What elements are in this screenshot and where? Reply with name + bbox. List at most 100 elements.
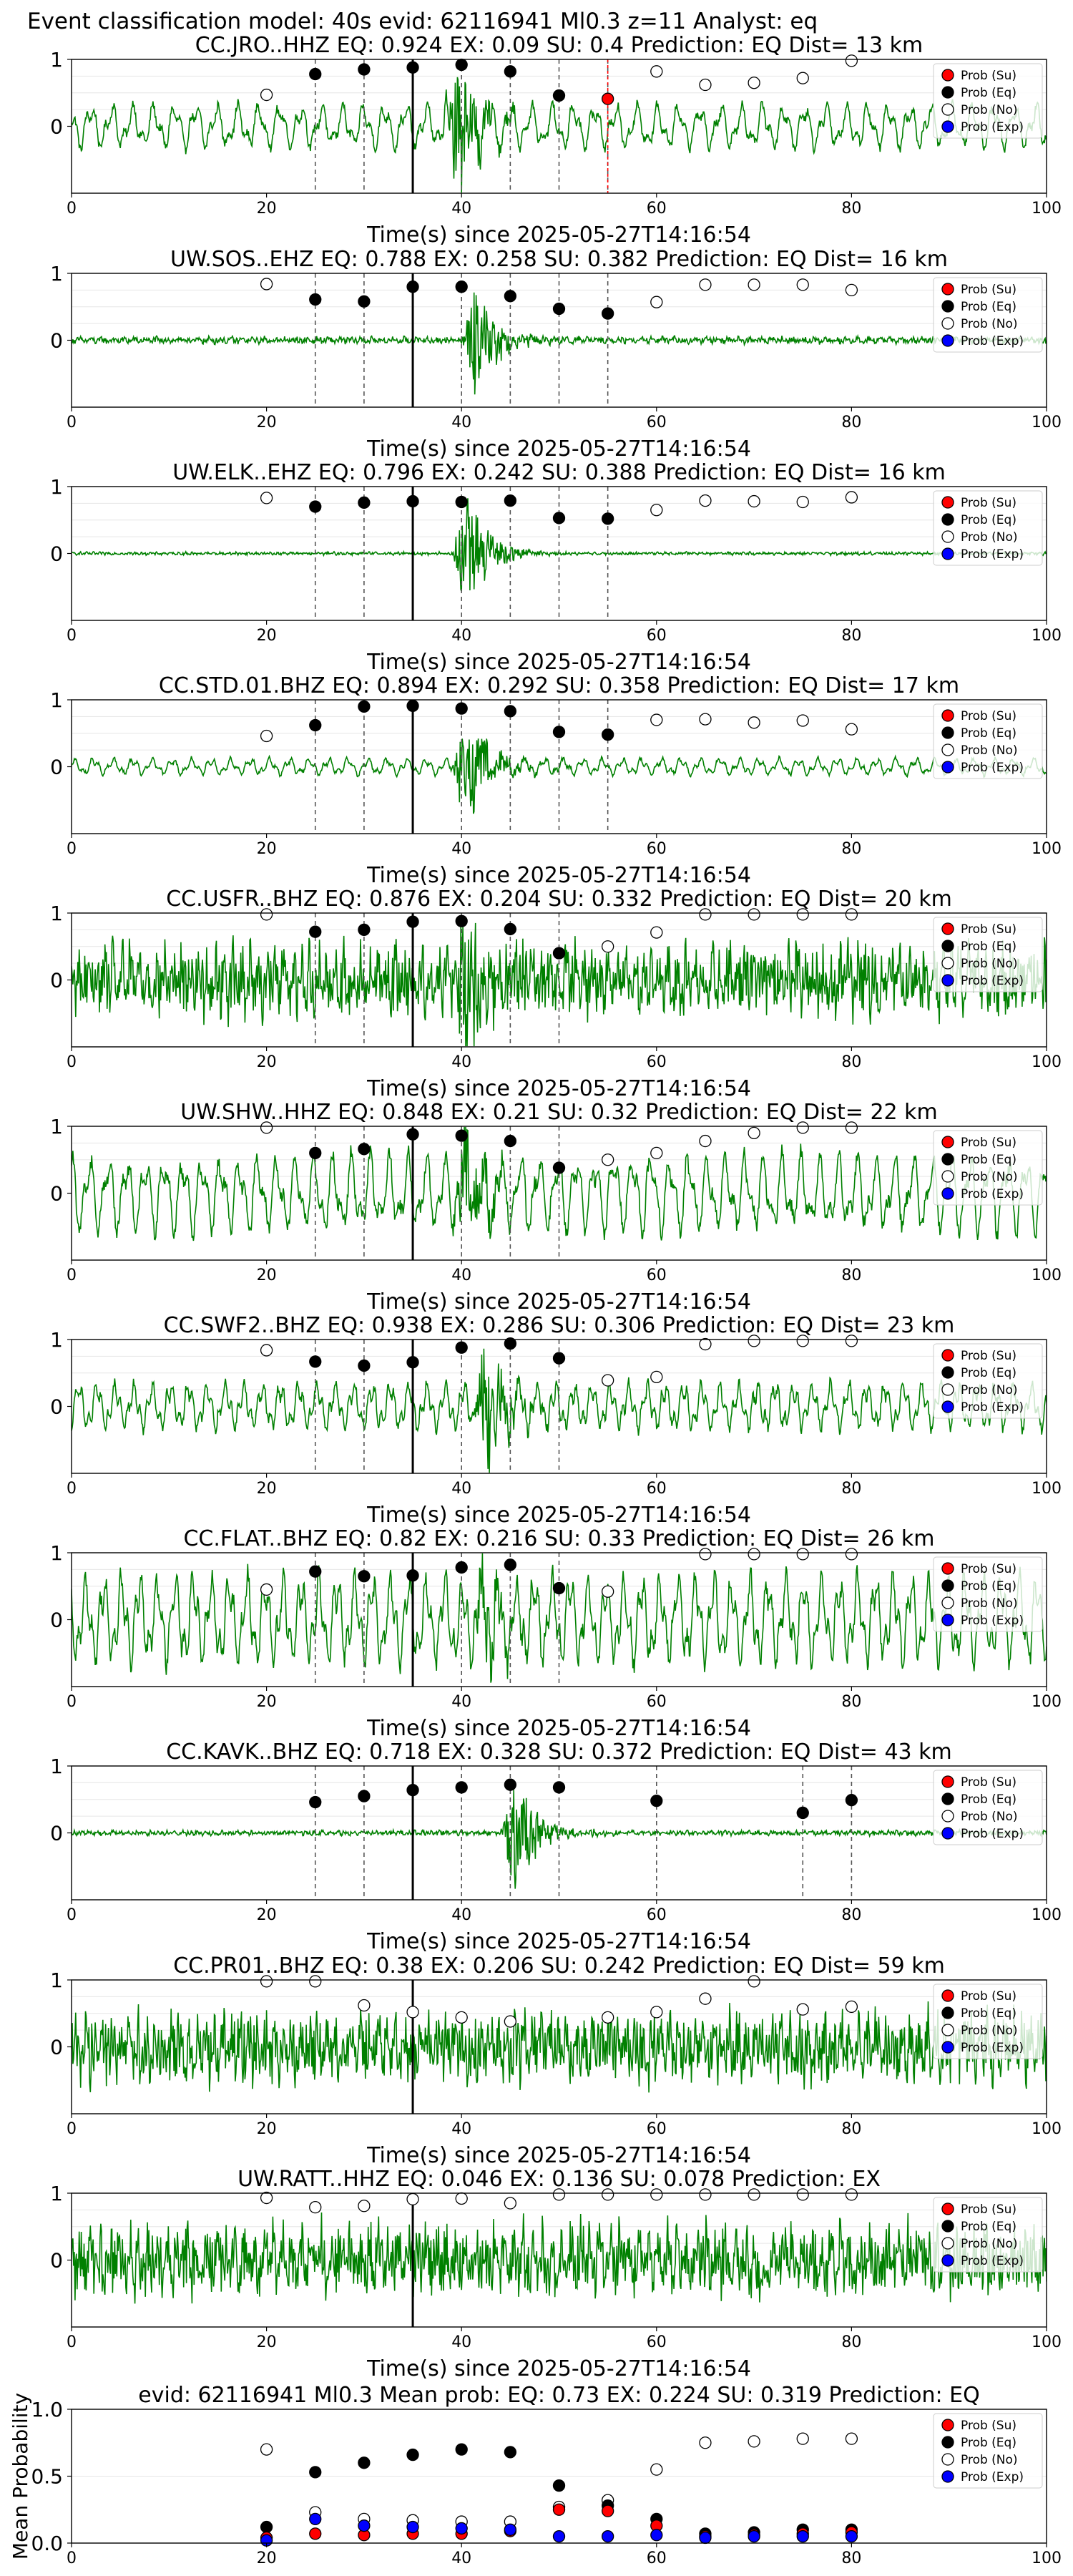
x-tick-label: 100: [1032, 840, 1062, 858]
x-tick-label: 0: [67, 1267, 77, 1284]
x-tick-label: 100: [1032, 1267, 1062, 1284]
point-prob-eq: [455, 1561, 468, 1574]
x-tick-label: 40: [451, 1906, 471, 1924]
point-prob-su: [602, 92, 614, 105]
legend: Prob (Su) Prob (Eq) Prob (No) Prob (Exp): [933, 1130, 1043, 1206]
legend-label: Prob (Su): [961, 2202, 1016, 2217]
y-tick-label: 0: [50, 542, 63, 566]
legend-label: Prob (No): [961, 2453, 1018, 2467]
point-prob-eq: [552, 1581, 566, 1595]
point-prob-no: [845, 283, 858, 297]
x-tick-label: 40: [451, 200, 471, 218]
x-tick-label: 20: [257, 627, 277, 645]
x-tick-label: 20: [257, 1480, 277, 1498]
x-tick-label: 100: [1032, 2550, 1062, 2567]
legend-marker-prob-no: [941, 743, 954, 756]
legend-box: [933, 277, 1043, 353]
point-prob-no: [260, 492, 273, 504]
point-prob-no: [406, 2006, 419, 2019]
y-tick-label: 0: [50, 969, 63, 992]
point-prob-exp: [650, 2529, 663, 2542]
x-axis-label: Time(s) since 2025-05-27T14:16:54: [366, 1929, 751, 1954]
point-prob-no: [796, 1121, 809, 1134]
panel-title: UW.SOS..EHZ EQ: 0.788 EX: 0.258 SU: 0.38…: [170, 247, 948, 272]
legend-label: Prob (Su): [961, 1989, 1016, 2004]
legend-marker-prob-exp: [941, 1827, 954, 1840]
legend-marker-prob-su: [941, 1349, 954, 1362]
point-prob-eq: [406, 1356, 419, 1369]
y-tick-label: 1: [50, 475, 63, 499]
x-tick-label: 100: [1032, 627, 1062, 645]
point-prob-eq: [358, 1359, 371, 1372]
point-prob-no: [699, 494, 712, 507]
point-prob-no: [796, 1548, 809, 1561]
legend-label: Prob (Exp): [961, 761, 1024, 775]
y-tick-label: 0: [50, 756, 63, 779]
point-prob-exp: [552, 2529, 566, 2543]
point-prob-no: [358, 1999, 371, 2012]
legend-box: [933, 63, 1043, 139]
point-prob-no: [260, 908, 273, 921]
legend-marker-prob-eq: [941, 300, 954, 313]
point-prob-no: [699, 2436, 712, 2449]
point-prob-eq: [358, 923, 371, 937]
point-prob-no: [260, 1583, 273, 1596]
panel-8: 0 20 40 60 80 100 0 1 CC.FLAT..BHZ EQ: 0.82 EX: …: [50, 1526, 1062, 1741]
point-prob-eq: [552, 1161, 566, 1174]
y-tick-label: 0.0: [31, 2532, 63, 2555]
legend-marker-prob-no: [941, 1170, 954, 1183]
point-prob-eq: [504, 1134, 516, 1148]
legend-label: Prob (No): [961, 743, 1018, 758]
x-tick-label: 40: [451, 2120, 471, 2138]
point-prob-no: [748, 1975, 760, 1988]
x-axis-label: Time(s) since 2025-05-27T14:16:54: [366, 1503, 751, 1528]
y-tick-label: 1: [50, 262, 63, 286]
legend-marker-prob-exp: [941, 547, 954, 560]
x-tick-label: 40: [451, 1267, 471, 1284]
panel-10: 0 20 40 60 80 100 0 1 CC.PR01..BHZ EQ: 0.38 EX: …: [50, 1953, 1062, 2168]
point-prob-eq: [504, 1558, 516, 1571]
point-prob-no: [845, 491, 858, 504]
y-tick-label: 1: [50, 688, 63, 712]
legend-label: Prob (Exp): [961, 2254, 1024, 2268]
x-tick-label: 60: [647, 2333, 667, 2351]
legend-box: [933, 1770, 1043, 1845]
point-prob-no: [699, 1992, 712, 2005]
legend-marker-prob-eq: [941, 513, 954, 526]
legend-label: Prob (No): [961, 957, 1018, 971]
point-prob-no: [260, 1121, 273, 1134]
point-prob-eq: [504, 1337, 516, 1350]
point-prob-eq: [504, 2446, 516, 2459]
legend-label: Prob (Exp): [961, 2041, 1024, 2055]
x-tick-label: 100: [1032, 414, 1062, 431]
legend-marker-prob-no: [941, 1810, 954, 1823]
x-tick-label: 0: [67, 1906, 77, 1924]
x-tick-label: 60: [647, 414, 667, 431]
point-prob-no: [504, 2015, 516, 2028]
point-prob-eq: [602, 307, 614, 320]
x-tick-label: 40: [451, 414, 471, 431]
x-tick-label: 100: [1032, 2120, 1062, 2138]
point-prob-eq: [358, 1143, 371, 1156]
point-prob-eq: [358, 2457, 371, 2469]
legend-marker-prob-su: [941, 1136, 954, 1148]
point-prob-eq: [552, 726, 566, 738]
point-prob-no: [699, 1134, 712, 1148]
y-tick-label: 0: [50, 2249, 63, 2273]
legend-marker-prob-su: [941, 922, 954, 935]
x-tick-label: 20: [257, 414, 277, 431]
legend: Prob (Su) Prob (Eq) Prob (No) Prob (Exp): [933, 1343, 1043, 1419]
point-prob-no: [650, 1370, 663, 1384]
point-prob-exp: [455, 2522, 468, 2535]
point-prob-no: [748, 1126, 760, 1139]
point-prob-no: [260, 88, 273, 102]
point-prob-eq: [552, 947, 566, 960]
point-prob-eq: [406, 61, 419, 74]
x-tick-label: 20: [257, 1906, 277, 1924]
waveform-trace: [72, 77, 1047, 193]
legend: Prob (Su) Prob (Eq) Prob (No) Prob (Exp): [933, 2197, 1043, 2273]
point-prob-eq: [455, 58, 468, 72]
point-prob-eq: [602, 728, 614, 741]
legend-box: [933, 1984, 1043, 2059]
legend-label: Prob (Eq): [961, 2006, 1016, 2021]
